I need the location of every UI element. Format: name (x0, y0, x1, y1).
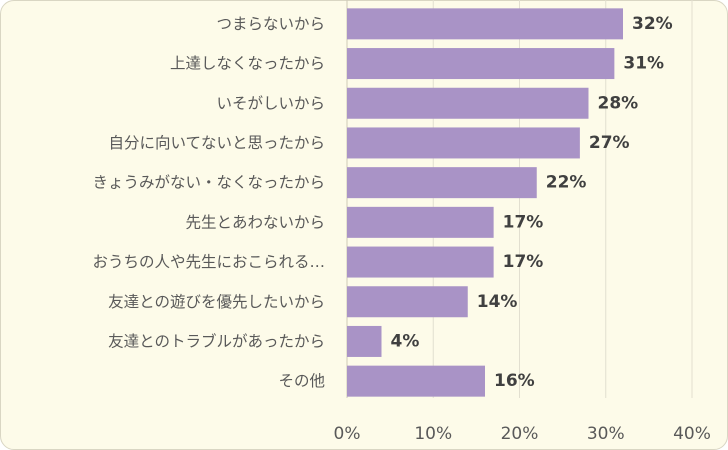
x-tick-label: 0% (334, 424, 361, 444)
bar-layer (347, 8, 623, 397)
x-tick-label: 30% (587, 424, 625, 444)
data-label: 17% (503, 252, 544, 272)
category-label: 先生とあわないから (185, 213, 325, 231)
bar (347, 246, 494, 278)
category-label: きょうみがない・なくなったから (92, 174, 325, 192)
category-label: 友達とのトラブルがあったから (108, 331, 325, 350)
bar (347, 365, 485, 397)
bar (347, 48, 615, 80)
bar (347, 325, 382, 357)
x-tick-label: 20% (501, 424, 539, 444)
category-label: つまらないから (216, 15, 325, 33)
bar (347, 87, 589, 119)
x-tick-label: 40% (673, 424, 711, 444)
data-label: 14% (477, 292, 518, 312)
data-label: 17% (503, 212, 544, 232)
data-label: 32% (632, 14, 673, 34)
category-label: いそがしいから (216, 94, 325, 112)
label-layer: つまらないから 32% 上達しなくなったから 31% いそがしいから 28% 自分に向いてな… (92, 14, 672, 391)
bar (347, 127, 580, 159)
bar (347, 206, 494, 238)
category-label: 友達との遊びを優先したいから (108, 293, 325, 311)
bar (347, 167, 537, 199)
category-label: その他 (278, 372, 325, 390)
category-label: おうちの人や先生におこられる… (92, 253, 325, 271)
data-label: 4% (391, 331, 420, 351)
data-label: 22% (546, 173, 587, 193)
category-label: 自分に向いてないと思ったから (108, 134, 325, 152)
data-label: 28% (598, 93, 639, 113)
x-axis-ticks: 0% 10% 20% 30% 40% (334, 424, 711, 444)
data-label: 31% (623, 54, 664, 74)
data-label: 27% (589, 133, 630, 153)
x-tick-label: 10% (414, 424, 452, 444)
data-label: 16% (494, 371, 535, 391)
category-label: 上達しなくなったから (170, 55, 325, 73)
bar (347, 286, 468, 318)
bar (347, 8, 623, 40)
